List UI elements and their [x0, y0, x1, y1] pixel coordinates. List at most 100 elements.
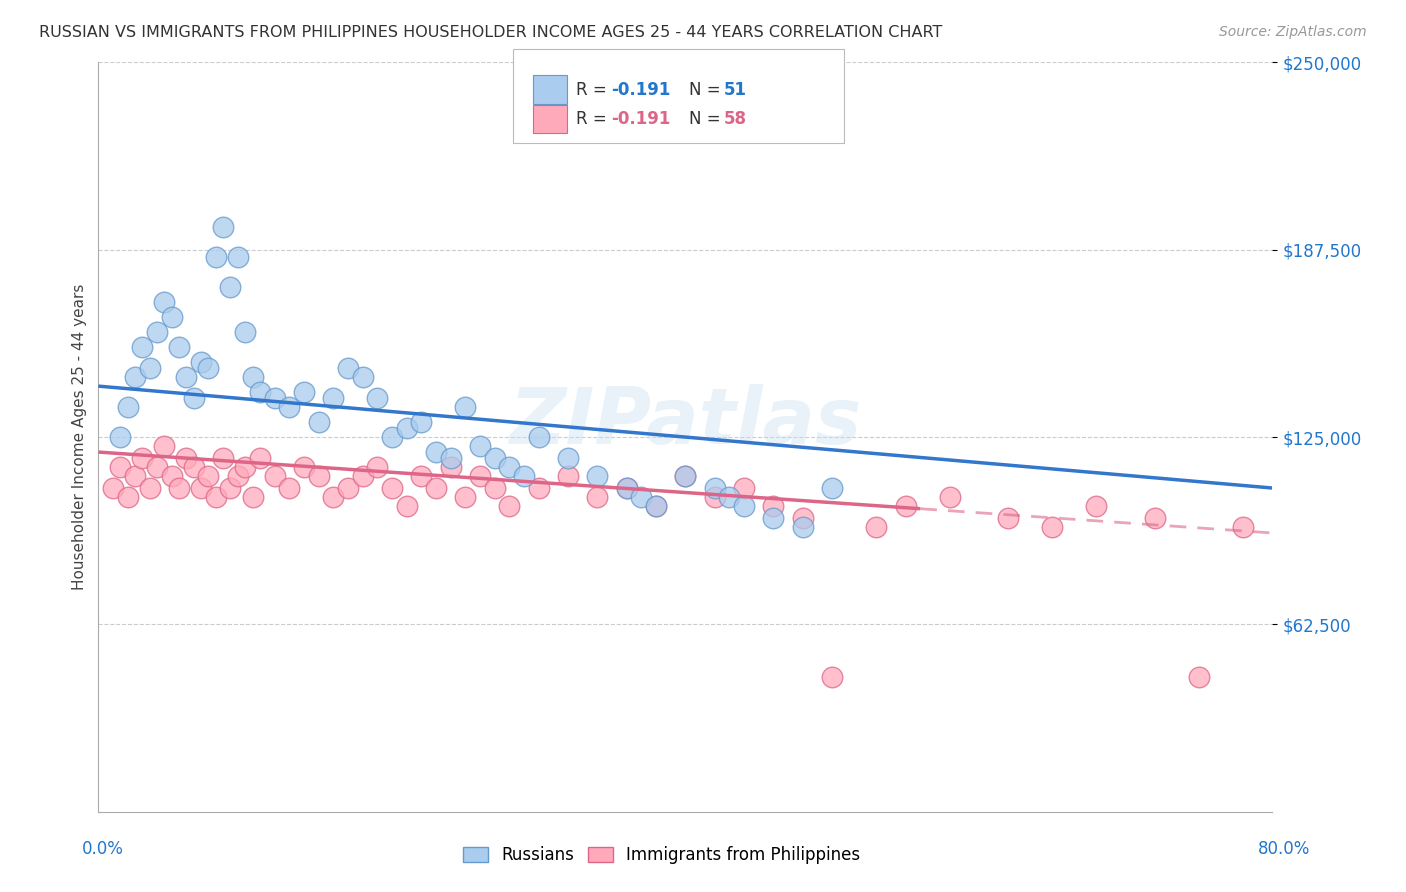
- Point: [219, 280, 242, 294]
- Point: [733, 481, 755, 495]
- Point: [938, 490, 960, 504]
- Y-axis label: Householder Income Ages 25 - 44 years: Householder Income Ages 25 - 44 years: [72, 284, 87, 591]
- Point: [498, 499, 520, 513]
- Point: [131, 340, 153, 354]
- Point: [233, 460, 256, 475]
- Point: [645, 499, 668, 513]
- Point: [110, 460, 132, 475]
- Point: [762, 499, 785, 513]
- Point: [249, 385, 271, 400]
- Point: [454, 490, 477, 504]
- Point: [117, 400, 139, 414]
- Text: 80.0%: 80.0%: [1257, 840, 1310, 858]
- Point: [124, 370, 146, 384]
- Text: 0.0%: 0.0%: [82, 840, 124, 858]
- Text: N =: N =: [689, 111, 725, 128]
- Point: [226, 250, 249, 264]
- Point: [675, 469, 697, 483]
- Point: [278, 481, 301, 495]
- Point: [242, 370, 264, 384]
- Point: [205, 490, 228, 504]
- Point: [498, 460, 520, 475]
- Point: [454, 400, 477, 414]
- Point: [190, 481, 212, 495]
- Point: [527, 430, 550, 444]
- Point: [718, 490, 741, 504]
- Point: [513, 469, 536, 483]
- Text: -0.191: -0.191: [612, 111, 671, 128]
- Point: [395, 499, 418, 513]
- Point: [139, 481, 162, 495]
- Text: -0.191: -0.191: [612, 80, 671, 98]
- Point: [675, 469, 697, 483]
- Point: [131, 451, 153, 466]
- Text: 58: 58: [724, 111, 747, 128]
- Point: [226, 469, 249, 483]
- Point: [468, 439, 491, 453]
- Point: [233, 325, 256, 339]
- Point: [1085, 499, 1108, 513]
- Text: R =: R =: [576, 111, 613, 128]
- Point: [1144, 511, 1167, 525]
- Point: [153, 439, 176, 453]
- Point: [821, 670, 844, 684]
- Point: [733, 499, 755, 513]
- Point: [212, 220, 235, 235]
- Point: [381, 430, 404, 444]
- Text: Source: ZipAtlas.com: Source: ZipAtlas.com: [1219, 25, 1367, 39]
- Text: 51: 51: [724, 80, 747, 98]
- Point: [176, 451, 198, 466]
- Point: [219, 481, 242, 495]
- Point: [1040, 520, 1063, 534]
- Point: [160, 469, 183, 483]
- Point: [146, 460, 169, 475]
- Point: [425, 481, 447, 495]
- Point: [792, 511, 814, 525]
- Point: [160, 310, 183, 325]
- Point: [183, 460, 205, 475]
- Point: [336, 481, 359, 495]
- Point: [190, 355, 212, 369]
- Point: [792, 520, 814, 534]
- Point: [352, 469, 374, 483]
- Point: [292, 385, 315, 400]
- Point: [146, 325, 169, 339]
- Point: [167, 481, 190, 495]
- Point: [997, 511, 1019, 525]
- Point: [468, 469, 491, 483]
- Point: [616, 481, 638, 495]
- Point: [411, 469, 433, 483]
- Point: [762, 511, 785, 525]
- Text: N =: N =: [689, 80, 725, 98]
- Point: [366, 460, 388, 475]
- Text: ZIPatlas: ZIPatlas: [509, 384, 862, 460]
- Point: [124, 469, 146, 483]
- Point: [278, 400, 301, 414]
- Point: [527, 481, 550, 495]
- Point: [557, 469, 579, 483]
- Point: [322, 490, 344, 504]
- Point: [630, 490, 652, 504]
- Point: [117, 490, 139, 504]
- Point: [110, 430, 132, 444]
- Point: [263, 391, 285, 405]
- Point: [440, 460, 463, 475]
- Point: [616, 481, 638, 495]
- Point: [263, 469, 285, 483]
- Point: [212, 451, 235, 466]
- Point: [249, 451, 271, 466]
- Point: [205, 250, 228, 264]
- Legend: Russians, Immigrants from Philippines: Russians, Immigrants from Philippines: [457, 839, 868, 871]
- Point: [292, 460, 315, 475]
- Point: [425, 445, 447, 459]
- Point: [381, 481, 404, 495]
- Point: [308, 415, 330, 429]
- Point: [557, 451, 579, 466]
- Point: [865, 520, 887, 534]
- Point: [167, 340, 190, 354]
- Point: [1232, 520, 1254, 534]
- Point: [484, 451, 506, 466]
- Point: [197, 361, 219, 376]
- Point: [586, 469, 609, 483]
- Point: [645, 499, 668, 513]
